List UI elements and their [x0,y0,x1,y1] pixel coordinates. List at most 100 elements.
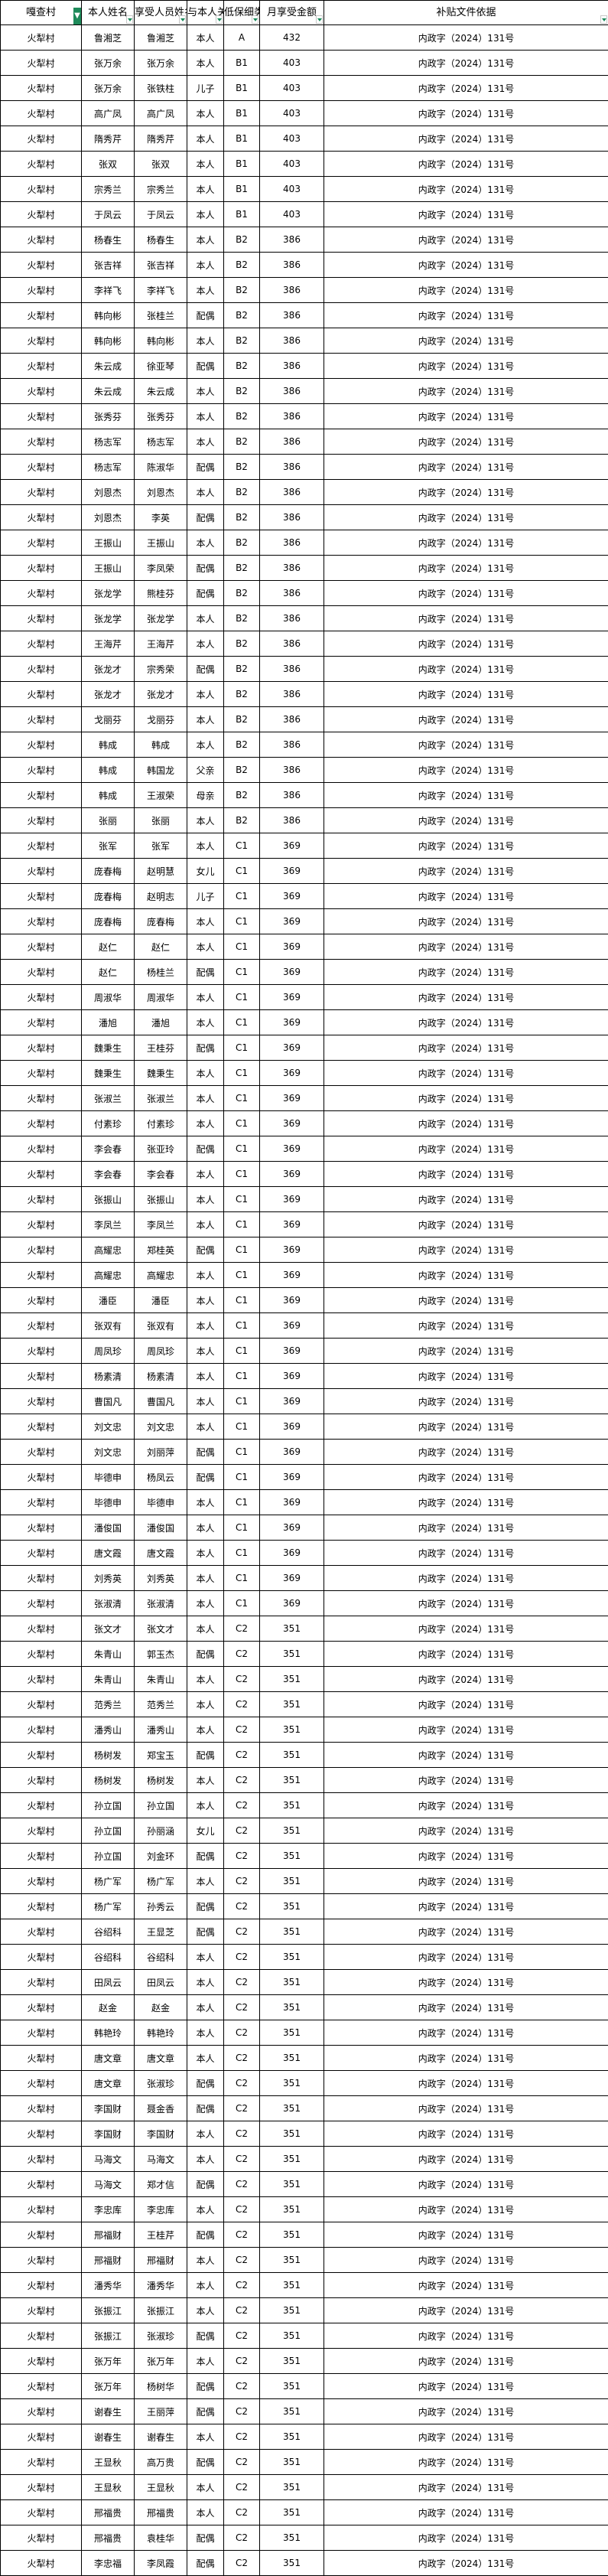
cell-village[interactable]: 火犁村 [0,403,82,429]
cell-owner-name[interactable]: 邢福贵 [81,2525,135,2551]
cell-subsistence-level[interactable]: C2 [223,2348,260,2374]
cell-subsistence-level[interactable]: C2 [223,2222,260,2248]
cell-beneficiary-name[interactable]: 张双 [134,151,187,177]
cell-subsistence-level[interactable]: C2 [223,1641,260,1667]
cell-village[interactable]: 火犁村 [0,1792,82,1818]
cell-subsistence-level[interactable]: C2 [223,1919,260,1945]
cell-village[interactable]: 火犁村 [0,227,82,253]
cell-village[interactable]: 火犁村 [0,2222,82,2248]
cell-subsistence-level[interactable]: C1 [223,1338,260,1364]
cell-village[interactable]: 火犁村 [0,2171,82,2197]
cell-subsistence-level[interactable]: B2 [223,302,260,328]
cell-beneficiary-name[interactable]: 张文才 [134,1616,187,1642]
cell-owner-name[interactable]: 张丽 [81,807,135,833]
cell-subsistence-level[interactable]: B2 [223,479,260,505]
cell-village[interactable]: 火犁村 [0,858,82,884]
cell-relation[interactable]: 本人 [187,1363,224,1389]
cell-subsistence-level[interactable]: C1 [223,1312,260,1339]
cell-subsidy-document[interactable]: 内政字（2024）131号 [324,833,608,859]
cell-subsistence-level[interactable]: C1 [223,1540,260,1566]
cell-owner-name[interactable]: 李会春 [81,1161,135,1187]
cell-monthly-amount[interactable]: 386 [259,555,324,581]
cell-owner-name[interactable]: 张振山 [81,1186,135,1212]
cell-owner-name[interactable]: 李会春 [81,1136,135,1162]
cell-subsistence-level[interactable]: B2 [223,227,260,253]
cell-beneficiary-name[interactable]: 郑宝玉 [134,1742,187,1768]
cell-subsidy-document[interactable]: 内政字（2024）131号 [324,1312,608,1339]
cell-beneficiary-name[interactable]: 杨广军 [134,1868,187,1894]
cell-subsidy-document[interactable]: 内政字（2024）131号 [324,908,608,934]
cell-owner-name[interactable]: 谢春生 [81,2398,135,2424]
cell-monthly-amount[interactable]: 351 [259,2146,324,2172]
cell-monthly-amount[interactable]: 386 [259,530,324,556]
cell-owner-name[interactable]: 马海文 [81,2146,135,2172]
cell-beneficiary-name[interactable]: 周凤珍 [134,1338,187,1364]
cell-village[interactable]: 火犁村 [0,176,82,202]
cell-relation[interactable]: 儿子 [187,883,224,909]
cell-subsistence-level[interactable]: C1 [223,858,260,884]
cell-owner-name[interactable]: 刘恩杰 [81,504,135,530]
cell-owner-name[interactable]: 谷绍科 [81,1944,135,1970]
cell-relation[interactable]: 本人 [187,1540,224,1566]
cell-owner-name[interactable]: 高耀忠 [81,1237,135,1263]
cell-monthly-amount[interactable]: 351 [259,2171,324,2197]
cell-beneficiary-name[interactable]: 孙丽涵 [134,1818,187,1844]
cell-subsistence-level[interactable]: B2 [223,580,260,606]
cell-village[interactable]: 火犁村 [0,2373,82,2399]
column-header-subsidy-document[interactable]: 补贴文件依据 [324,0,608,25]
cell-beneficiary-name[interactable]: 张亚玲 [134,1136,187,1162]
cell-beneficiary-name[interactable]: 刘文忠 [134,1414,187,1440]
cell-relation[interactable]: 本人 [187,1515,224,1541]
cell-village[interactable]: 火犁村 [0,2348,82,2374]
cell-owner-name[interactable]: 高广凤 [81,100,135,126]
cell-monthly-amount[interactable]: 351 [259,1742,324,1768]
cell-relation[interactable]: 配偶 [187,2323,224,2349]
cell-owner-name[interactable]: 孙立国 [81,1818,135,1844]
cell-subsidy-document[interactable]: 内政字（2024）131号 [324,2121,608,2147]
cell-relation[interactable]: 本人 [187,984,224,1010]
cell-village[interactable]: 火犁村 [0,1186,82,1212]
cell-village[interactable]: 火犁村 [0,1767,82,1793]
cell-subsidy-document[interactable]: 内政字（2024）131号 [324,2095,608,2121]
column-header-owner-name[interactable]: 本人姓名 [81,0,135,25]
cell-village[interactable]: 火犁村 [0,1742,82,1768]
cell-subsidy-document[interactable]: 内政字（2024）131号 [324,782,608,808]
cell-relation[interactable]: 本人 [187,1287,224,1313]
cell-owner-name[interactable]: 张万年 [81,2373,135,2399]
cell-beneficiary-name[interactable]: 谷绍科 [134,1944,187,1970]
cell-beneficiary-name[interactable]: 李国财 [134,2121,187,2147]
cell-monthly-amount[interactable]: 403 [259,151,324,177]
cell-owner-name[interactable]: 杨春生 [81,227,135,253]
cell-relation[interactable]: 本人 [187,2272,224,2298]
cell-village[interactable]: 火犁村 [0,201,82,227]
cell-owner-name[interactable]: 周淑华 [81,984,135,1010]
cell-relation[interactable]: 本人 [187,1717,224,1743]
cell-relation[interactable]: 本人 [187,605,224,631]
cell-beneficiary-name[interactable]: 潘秀山 [134,1717,187,1743]
cell-beneficiary-name[interactable]: 张淑兰 [134,1085,187,1111]
cell-monthly-amount[interactable]: 403 [259,201,324,227]
cell-relation[interactable]: 本人 [187,807,224,833]
cell-beneficiary-name[interactable]: 李凤兰 [134,1211,187,1237]
cell-beneficiary-name[interactable]: 张淑珍 [134,2323,187,2349]
cell-subsistence-level[interactable]: C1 [223,1186,260,1212]
cell-subsistence-level[interactable]: C2 [223,2070,260,2096]
cell-monthly-amount[interactable]: 386 [259,252,324,278]
cell-owner-name[interactable]: 张万余 [81,50,135,76]
cell-beneficiary-name[interactable]: 郑才信 [134,2171,187,2197]
cell-beneficiary-name[interactable]: 鲁湘芝 [134,24,187,51]
cell-village[interactable]: 火犁村 [0,1489,82,1515]
cell-owner-name[interactable]: 杨广军 [81,1868,135,1894]
cell-beneficiary-name[interactable]: 赵仁 [134,934,187,960]
cell-relation[interactable]: 本人 [187,227,224,253]
cell-owner-name[interactable]: 赵金 [81,1994,135,2020]
cell-monthly-amount[interactable]: 351 [259,2196,324,2222]
cell-monthly-amount[interactable]: 369 [259,1515,324,1541]
cell-subsidy-document[interactable]: 内政字（2024）131号 [324,1414,608,1440]
cell-owner-name[interactable]: 付素珍 [81,1110,135,1136]
cell-village[interactable]: 火犁村 [0,757,82,783]
cell-village[interactable]: 火犁村 [0,454,82,480]
cell-village[interactable]: 火犁村 [0,1464,82,1490]
cell-beneficiary-name[interactable]: 潘秀华 [134,2272,187,2298]
cell-subsidy-document[interactable]: 内政字（2024）131号 [324,858,608,884]
